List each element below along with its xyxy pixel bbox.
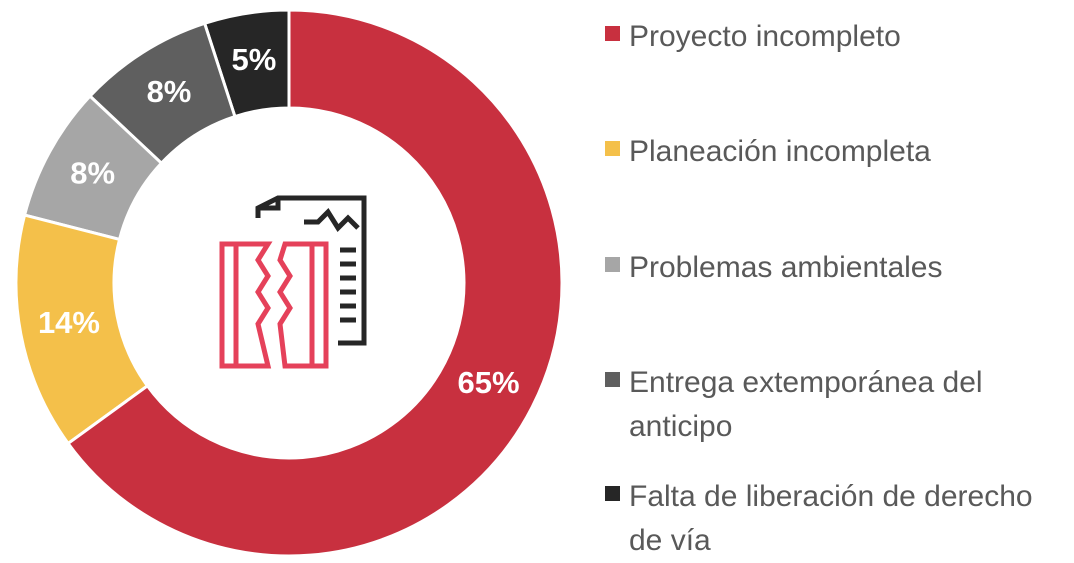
donut-slice	[14, 213, 150, 446]
legend-item: Entrega extemporánea del anticipo	[605, 361, 1065, 449]
legend-item: Falta de liberación de derecho de vía	[605, 475, 1065, 563]
legend-label: Planeación incompleta	[629, 135, 931, 168]
legend-label: Entrega extemporánea del anticipo	[629, 366, 983, 443]
legend-label: Proyecto incompleto	[629, 20, 901, 53]
legend-label: Falta de liberación de derecho de vía	[629, 480, 1033, 557]
data-label: 5%	[232, 42, 277, 77]
data-label: 14%	[38, 305, 100, 340]
legend-item: Proyecto incompleto	[605, 15, 1065, 59]
legend-swatch	[605, 141, 620, 156]
legend-item: Problemas ambientales	[605, 246, 1065, 290]
legend-swatch	[605, 26, 620, 41]
legend-swatch	[605, 257, 620, 272]
legend-label: Problemas ambientales	[629, 251, 943, 284]
donut-slice	[66, 8, 564, 555]
data-label: 8%	[147, 74, 192, 109]
legend-swatch	[605, 486, 620, 501]
donut-slice	[22, 93, 164, 242]
legend-swatch	[605, 372, 620, 387]
chart: 65% 14% 8% 8% 5%	[14, 8, 564, 555]
data-label: 65%	[458, 365, 520, 400]
legend-item: Planeación incompleta	[605, 130, 1065, 174]
data-label: 8%	[70, 155, 115, 190]
center-icon	[219, 195, 367, 369]
legend: Proyecto incompleto Planeación incompleta…	[605, 0, 1065, 557]
